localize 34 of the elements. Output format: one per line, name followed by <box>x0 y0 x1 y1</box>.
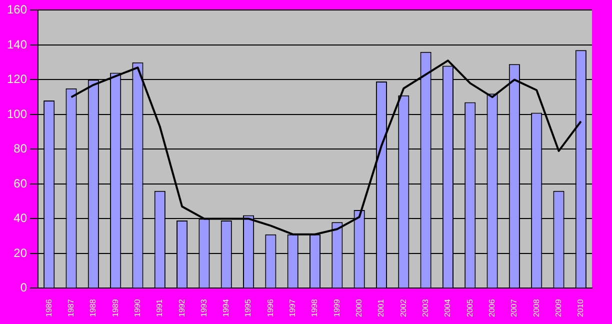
x-tick-label: 1989 <box>110 298 120 317</box>
x-tick-label: 1991 <box>155 298 164 317</box>
y-tick-label: 60 <box>14 176 28 190</box>
x-tick-label: 2006 <box>487 298 496 317</box>
x-tick-label: 1994 <box>222 298 231 317</box>
x-tick-label: 1997 <box>288 298 298 317</box>
x-tick-label: 2001 <box>376 298 386 317</box>
x-tick-label: 2002 <box>398 298 408 317</box>
x-tick-label: 2004 <box>443 298 452 317</box>
y-tick-label: 80 <box>14 142 28 156</box>
x-tick-label: 2005 <box>465 298 474 317</box>
x-tick-label: 1990 <box>132 298 142 317</box>
y-tick-label: 20 <box>14 246 28 260</box>
y-tick-label: 100 <box>6 106 28 121</box>
x-tick-label: 1987 <box>66 298 76 317</box>
x-tick-label: 1993 <box>199 298 208 317</box>
x-tick-label: 1998 <box>310 298 320 317</box>
x-tick-label: 1999 <box>332 298 342 317</box>
y-tick-label: 140 <box>6 37 28 52</box>
x-tick-label: 2000 <box>354 298 364 317</box>
x-tick-label: 2009 <box>554 298 563 317</box>
x-tick-label: 2010 <box>576 298 586 317</box>
x-tick-label: 1996 <box>266 298 275 317</box>
x-tick-label: 1995 <box>244 298 253 317</box>
x-tick-label: 1986 <box>44 298 54 317</box>
y-tick-label: 120 <box>6 72 28 86</box>
y-tick-label: 160 <box>6 2 28 17</box>
x-tick-label: 2007 <box>510 298 519 317</box>
y-tick-label: 0 <box>20 280 28 295</box>
y-tick-label: 40 <box>14 211 28 226</box>
x-tick-label: 1988 <box>88 298 98 317</box>
x-tick-label: 2003 <box>421 298 430 317</box>
x-tick-label: 1992 <box>177 298 186 317</box>
x-tick-label: 2008 <box>532 298 541 317</box>
